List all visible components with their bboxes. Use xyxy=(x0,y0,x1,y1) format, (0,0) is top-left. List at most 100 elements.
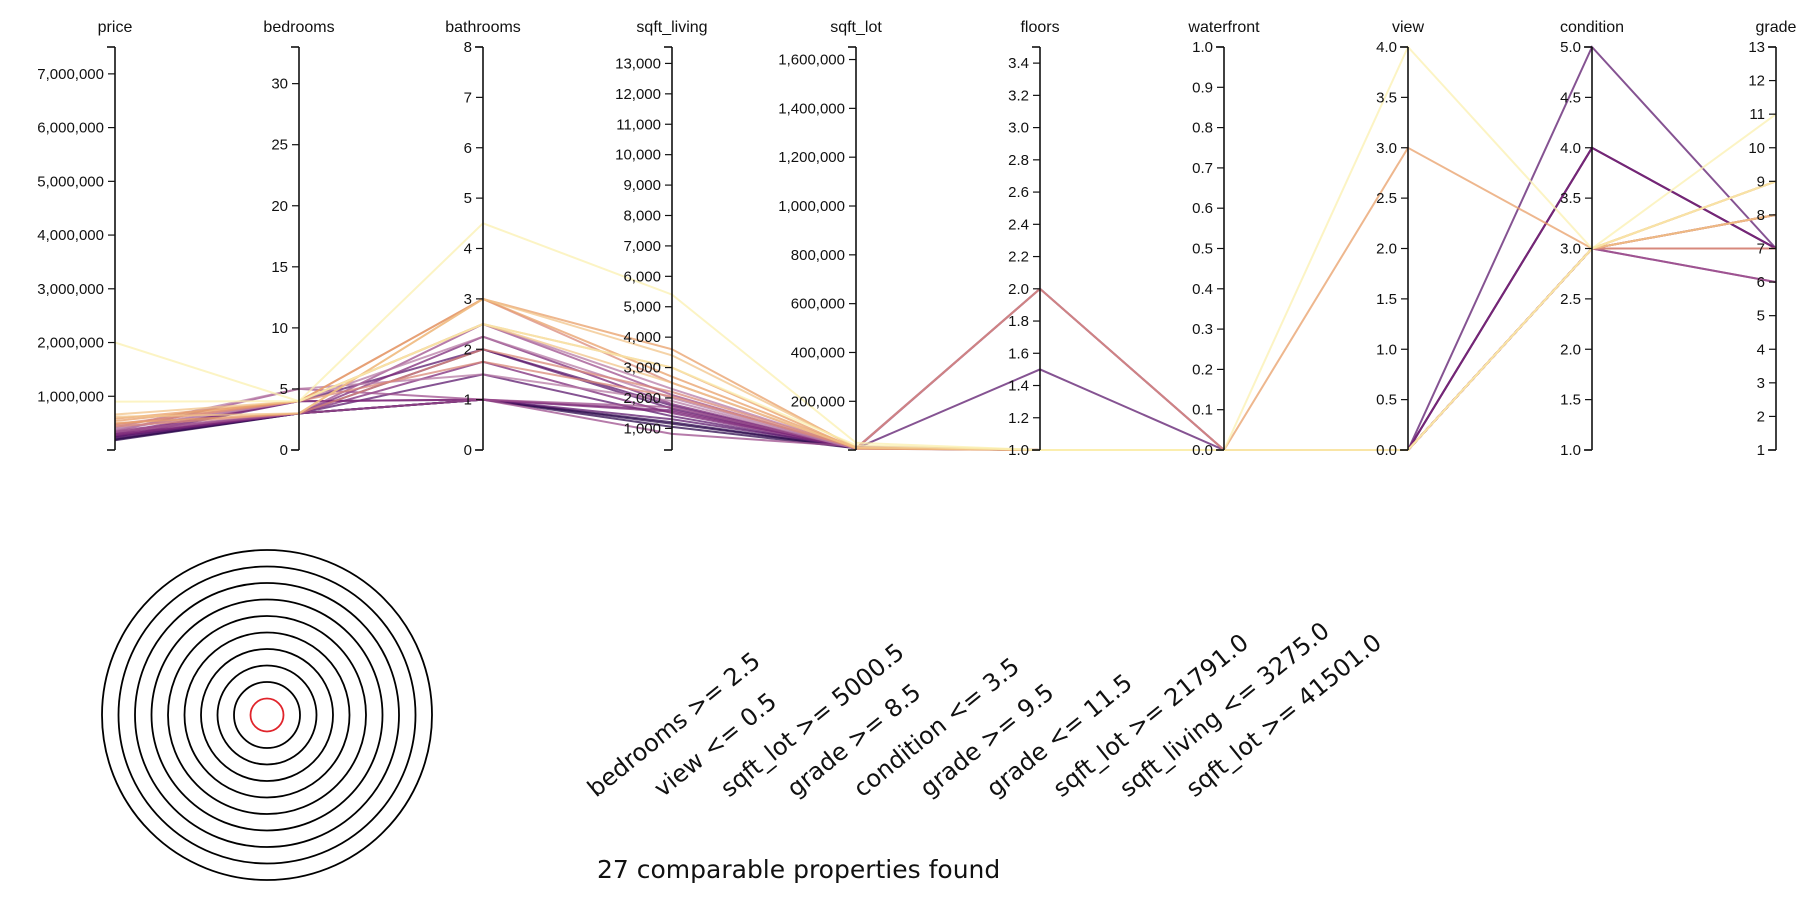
axis-waterfront: waterfront 0.0 0.1 0.2 0.3 0.4 0.5 0.6 0.7 0.8 0.9… xyxy=(1187,19,1260,459)
tick-label: 13,000 xyxy=(615,55,661,72)
axis-bathrooms: bathrooms 0 1 2 3 4 5 6 7 8 xyxy=(445,19,521,459)
tick-label: 25 xyxy=(271,137,288,154)
tick-label: 30 xyxy=(271,76,288,93)
tick-label: 3.4 xyxy=(1008,55,1029,72)
tick-label: 2.2 xyxy=(1008,249,1029,266)
tick-label: 0.7 xyxy=(1192,160,1213,177)
record-line xyxy=(114,247,1776,451)
tick-label: 2.8 xyxy=(1008,152,1029,169)
tick-label: 600,000 xyxy=(791,296,845,313)
tick-label: 2,000 xyxy=(623,390,661,407)
tick-label: 2.4 xyxy=(1008,216,1029,233)
tick-label: 0 xyxy=(280,442,288,459)
axis-title: condition xyxy=(1560,19,1624,36)
axis-floors: floors 1.0 1.2 1.4 1.6 1.8 2.0 2.2 2.4 2.6 2.8 3.0 3… xyxy=(1008,19,1059,459)
axis-title: sqft_lot xyxy=(830,19,882,36)
tick-label: 1 xyxy=(1757,442,1765,459)
axis-sqft-lot: sqft_lot 200,000 400,000 600,000 800,000 1,00… xyxy=(778,19,882,451)
tick-label: 1,400,000 xyxy=(778,100,845,117)
record-line xyxy=(114,247,1776,451)
tick-label: 10 xyxy=(1748,140,1765,157)
tick-label: 3.2 xyxy=(1008,87,1029,104)
tick-label: 1,000 xyxy=(623,420,661,437)
tick-label: 1.5 xyxy=(1560,392,1581,409)
tick-label: 3.0 xyxy=(1008,120,1029,137)
tick-label: 1.0 xyxy=(1560,442,1581,459)
tick-label: 4 xyxy=(464,241,472,258)
tick-label: 1,200,000 xyxy=(778,149,845,166)
target-center-ring xyxy=(249,697,285,733)
record-line xyxy=(114,247,1777,451)
tick-label: 10,000 xyxy=(615,147,661,164)
axis-title: view xyxy=(1392,19,1424,36)
tick-label: 4.5 xyxy=(1560,89,1581,106)
tick-label: 2.5 xyxy=(1560,291,1581,308)
record-line xyxy=(114,247,1776,451)
record-line xyxy=(114,146,1777,451)
tick-label: 4,000,000 xyxy=(37,227,104,244)
axis-title: bedrooms xyxy=(263,19,334,36)
tick-label: 6,000 xyxy=(623,268,661,285)
tick-label: 8,000 xyxy=(623,207,661,224)
tick-label: 400,000 xyxy=(791,344,845,361)
record-line xyxy=(114,247,1777,451)
target-ring xyxy=(150,598,384,832)
tick-label: 4,000 xyxy=(623,329,661,346)
record-line xyxy=(114,45,1777,451)
tick-label: 1.0 xyxy=(1192,39,1213,56)
target-ring xyxy=(216,664,318,766)
tick-label: 8 xyxy=(1757,207,1765,224)
tick-label: 1.2 xyxy=(1008,410,1029,427)
tick-label: 6 xyxy=(464,140,472,157)
tick-label: 3.0 xyxy=(1376,140,1397,157)
tick-label: 5 xyxy=(1757,308,1765,325)
axis-condition: condition 1.0 1.5 2.0 2.5 3.0 3.5 4.0 4.5 5.0 xyxy=(1560,19,1624,459)
tick-label: 12 xyxy=(1748,73,1765,90)
tick-label: 1,000,000 xyxy=(37,388,104,405)
tick-label: 6 xyxy=(1757,274,1765,291)
tick-label: 2,000,000 xyxy=(37,335,104,352)
record-line xyxy=(114,146,1777,451)
record-line xyxy=(114,213,1777,451)
tick-label: 3.5 xyxy=(1560,190,1581,207)
axis-title: price xyxy=(98,19,133,36)
record-line xyxy=(114,247,1776,451)
target-ring xyxy=(233,681,301,749)
tick-label: 1.0 xyxy=(1008,442,1029,459)
tick-label: 3,000 xyxy=(623,360,661,377)
tick-label: 1.6 xyxy=(1008,345,1029,362)
tick-label: 3,000,000 xyxy=(37,281,104,298)
tick-label: 0.5 xyxy=(1376,392,1397,409)
tick-label: 2.0 xyxy=(1008,281,1029,298)
tick-label: 11 xyxy=(1749,106,1765,123)
tick-label: 0.6 xyxy=(1192,200,1213,217)
axis-price: price 1,000,000 2,000,000 3,000,000 4,000,00… xyxy=(37,19,133,451)
tick-label: 10 xyxy=(271,320,288,337)
record-line xyxy=(114,213,1777,451)
tick-label: 5,000,000 xyxy=(37,173,104,190)
tick-label: 0.2 xyxy=(1192,361,1213,378)
tick-label: 1.4 xyxy=(1008,378,1029,395)
tick-label: 15 xyxy=(271,259,288,276)
tick-label: 8 xyxy=(464,39,472,56)
tick-label: 7 xyxy=(1757,241,1765,258)
record-line xyxy=(114,146,1777,451)
tick-label: 800,000 xyxy=(791,247,845,264)
tick-label: 1,000,000 xyxy=(778,198,845,215)
tick-label: 5,000 xyxy=(623,299,661,316)
record-line xyxy=(114,45,1777,451)
target-ring xyxy=(200,648,334,782)
tick-label: 200,000 xyxy=(791,393,845,410)
record-line xyxy=(114,213,1777,451)
axis-sqft-living: sqft_living 1,000 2,000 3,000 4,000 5,000 6,00… xyxy=(615,19,708,451)
tick-label: 9,000 xyxy=(623,177,661,194)
tick-label: 0 xyxy=(464,442,472,459)
tick-label: 6,000,000 xyxy=(37,120,104,137)
axis-title: floors xyxy=(1020,19,1059,36)
tick-label: 3.0 xyxy=(1560,241,1581,258)
tick-label: 0.5 xyxy=(1192,241,1213,258)
record-line xyxy=(114,247,1776,451)
tick-label: 20 xyxy=(271,198,288,215)
tick-label: 3.5 xyxy=(1376,89,1397,106)
